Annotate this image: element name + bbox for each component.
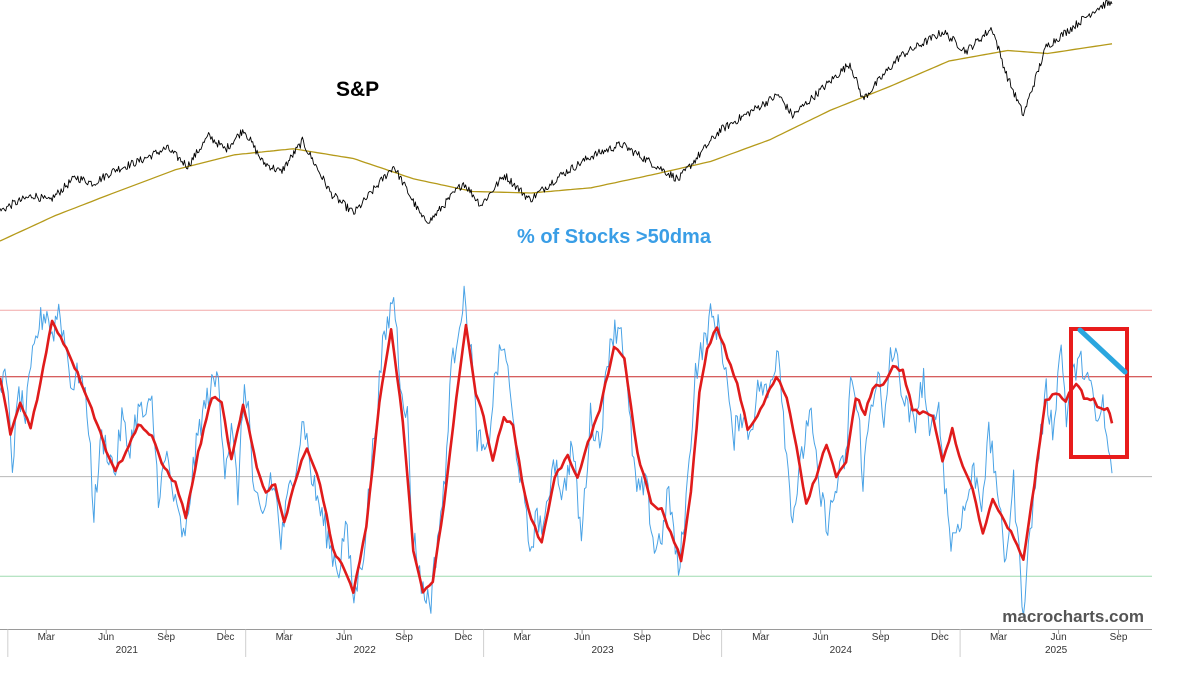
reference-lines	[0, 309, 1152, 577]
sp-moving-average-line	[0, 43, 1113, 242]
x-axis: Mar Jun Sep Dec Mar Jun Sep Dec Mar Jun Sep Dec Mar J…	[0, 629, 1152, 657]
year-label: 2025	[1045, 645, 1068, 656]
highlight-box	[1069, 327, 1129, 459]
x-tick-label: Jun	[1051, 632, 1067, 643]
year-label: 2022	[354, 645, 377, 656]
breadth-smoothed-line	[0, 319, 1114, 594]
x-tick-label: Sep	[1110, 632, 1128, 643]
x-tick-label: Mar	[38, 632, 56, 643]
downtrend-arrow	[1077, 327, 1128, 375]
x-tick-label: Jun	[813, 632, 829, 643]
breadth-label: % of Stocks >50dma	[517, 226, 712, 248]
x-tick-label: Jun	[574, 632, 590, 643]
year-label: 2024	[830, 645, 853, 656]
x-tick-label: Jun	[336, 632, 352, 643]
watermark: macrocharts.com	[1002, 607, 1144, 626]
sp-panel	[0, 0, 1113, 242]
year-label: 2023	[591, 645, 614, 656]
breadth-raw-line	[0, 285, 1113, 617]
x-tick-label: Mar	[752, 632, 770, 643]
sp-price-line	[0, 0, 1113, 224]
x-tick-label: Dec	[931, 632, 949, 643]
x-tick-label: Dec	[217, 632, 235, 643]
x-tick-label: Mar	[276, 632, 294, 643]
x-tick-label: Mar	[990, 632, 1008, 643]
x-tick-label: Sep	[395, 632, 413, 643]
x-tick-label: Mar	[513, 632, 531, 643]
annotations	[1069, 327, 1129, 459]
x-tick-label: Dec	[693, 632, 711, 643]
x-tick-label: Sep	[157, 632, 175, 643]
sp-label: S&P	[336, 78, 379, 101]
x-tick-label: Dec	[455, 632, 473, 643]
year-label: 2021	[116, 645, 139, 656]
x-tick-label: Sep	[872, 632, 890, 643]
breadth-panel	[0, 285, 1114, 617]
x-tick-label: Sep	[633, 632, 651, 643]
x-tick-label: Jun	[98, 632, 114, 643]
